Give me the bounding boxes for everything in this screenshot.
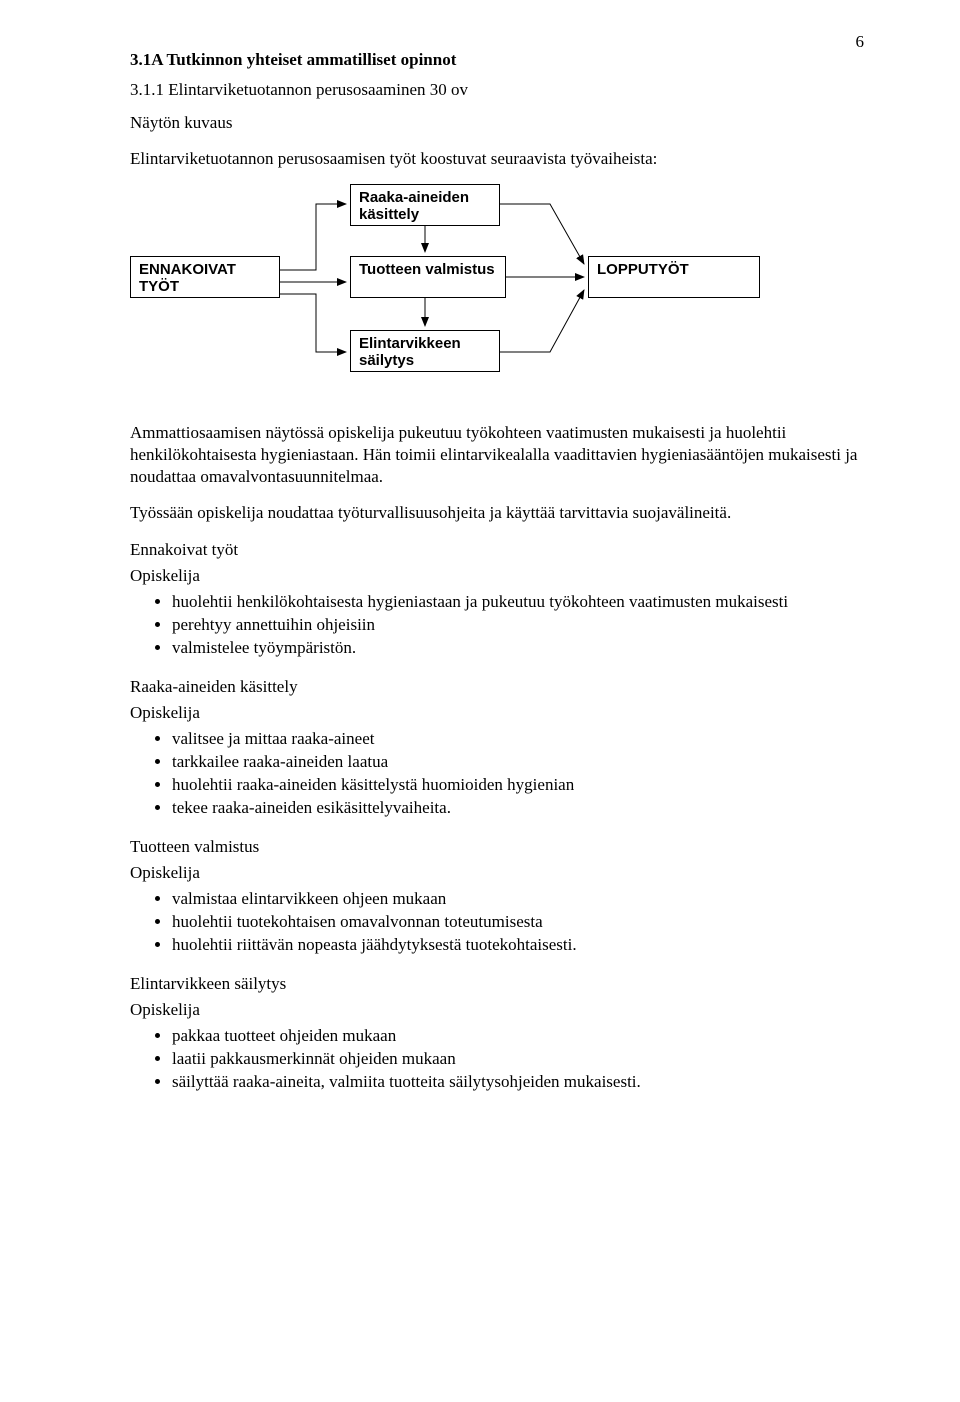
- list-item: valmistelee työympäristön.: [172, 637, 864, 660]
- section-title: Elintarvikkeen säilytys: [130, 973, 864, 995]
- list-item: perehtyy annettuihin ohjeisiin: [172, 614, 864, 637]
- section-lead: Opiskelija: [130, 999, 864, 1021]
- flow-node-ennakoivat: ENNAKOIVATTYÖT: [130, 256, 280, 298]
- document-page: 6 3.1A Tutkinnon yhteiset ammatilliset o…: [0, 0, 960, 1402]
- section-title: Tuotteen valmistus: [130, 836, 864, 858]
- section-list: pakkaa tuotteet ohjeiden mukaanlaatii pa…: [130, 1025, 864, 1094]
- flow-node-raaka: Raaka-aineidenkäsittely: [350, 184, 500, 226]
- section-title: Ennakoivat työt: [130, 539, 864, 561]
- section-title: Raaka-aineiden käsittely: [130, 676, 864, 698]
- process-flowchart: Raaka-aineidenkäsittely ENNAKOIVATTYÖT Tuo…: [130, 184, 850, 394]
- body-paragraph-2: Työssään opiskelija noudattaa työturvall…: [130, 502, 864, 524]
- list-item: valmistaa elintarvikkeen ohjeen mukaan: [172, 888, 864, 911]
- section-list: valmistaa elintarvikkeen ohjeen mukaanhu…: [130, 888, 864, 957]
- flow-node-lopputyot: LOPPUTYÖT: [588, 256, 760, 298]
- list-item: valitsee ja mittaa raaka-aineet: [172, 728, 864, 751]
- heading-level-a: 3.1A Tutkinnon yhteiset ammatilliset opi…: [130, 50, 864, 70]
- section-list: huolehtii henkilökohtaisesta hygieniasta…: [130, 591, 864, 660]
- sections-container: Ennakoivat työt Opiskelija huolehtii henki…: [130, 539, 864, 1094]
- kuvaus-label: Näytön kuvaus: [130, 112, 864, 134]
- body-paragraph-1: Ammattiosaamisen näytössä opiskelija puk…: [130, 422, 864, 488]
- section-lead: Opiskelija: [130, 702, 864, 724]
- section-lead: Opiskelija: [130, 565, 864, 587]
- heading-level-b: 3.1.1 Elintarviketuotannon perusosaamine…: [130, 80, 864, 100]
- list-item: huolehtii raaka-aineiden käsittelystä hu…: [172, 774, 864, 797]
- page-number: 6: [856, 32, 865, 52]
- list-item: huolehtii tuotekohtaisen omavalvonnan to…: [172, 911, 864, 934]
- list-item: huolehtii henkilökohtaisesta hygieniasta…: [172, 591, 864, 614]
- flow-edge-0: [280, 204, 346, 270]
- section-lead: Opiskelija: [130, 862, 864, 884]
- list-item: säilyttää raaka-aineita, valmiita tuotte…: [172, 1071, 864, 1094]
- flow-edge-2: [280, 294, 346, 352]
- flow-edge-6: [500, 204, 584, 264]
- list-item: tekee raaka-aineiden esikäsittelyvaiheit…: [172, 797, 864, 820]
- flow-node-sailytys: Elintarvikkeensäilytys: [350, 330, 500, 372]
- list-item: huolehtii riittävän nopeasta jäähdytykse…: [172, 934, 864, 957]
- list-item: laatii pakkausmerkinnät ohjeiden mukaan: [172, 1048, 864, 1071]
- flow-node-tuotteen: Tuotteen valmistus: [350, 256, 506, 298]
- intro-paragraph: Elintarviketuotannon perusosaamisen työt…: [130, 148, 864, 170]
- section-list: valitsee ja mittaa raaka-aineettarkkaile…: [130, 728, 864, 820]
- list-item: pakkaa tuotteet ohjeiden mukaan: [172, 1025, 864, 1048]
- flow-edge-7: [500, 290, 584, 352]
- list-item: tarkkailee raaka-aineiden laatua: [172, 751, 864, 774]
